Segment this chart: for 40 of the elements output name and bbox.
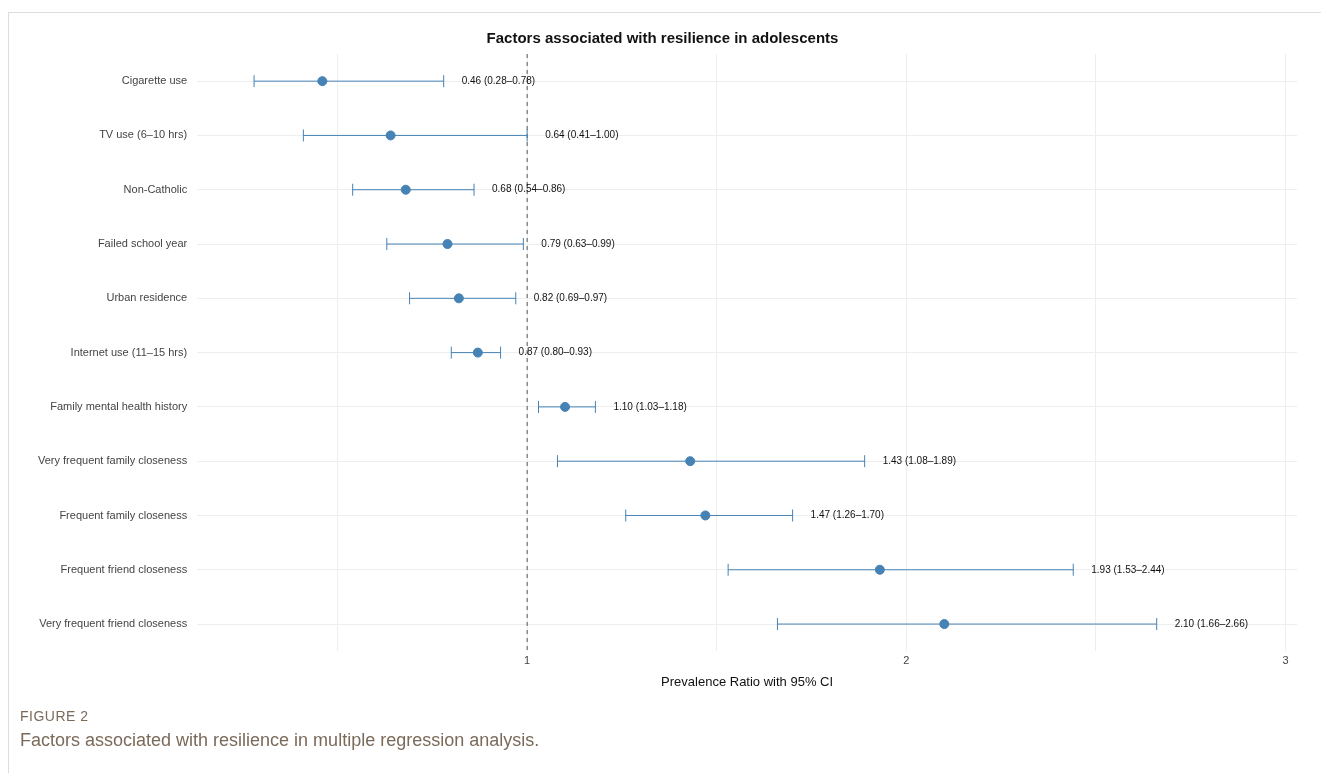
y-tick-label: Non-Catholic [123,182,188,195]
point [400,184,411,195]
y-tick-label: Failed school year [97,237,188,250]
caption: FIGURE 2 [20,708,90,724]
y-tick-label: Frequent friend closeness [60,562,188,575]
point [700,510,711,521]
annotation: 0.82 (0.69–0.97) [533,292,608,304]
y-tick-label: Very frequent friend closeness [39,617,188,630]
y-tick-label: Frequent family closeness [59,508,188,521]
y-tick-label: Urban residence [106,291,188,304]
x-tick-label: 1 [524,653,531,666]
y-tick-label: Cigarette use [121,74,188,87]
point [442,239,453,250]
text: Factors associated with resilience in multiple regression analysis. [20,730,540,751]
annotation: 0.79 (0.63–0.99) [541,237,615,249]
x-tick-label: 2 [903,653,910,666]
annotation: 1.93 (1.53–2.44) [1091,563,1165,575]
y-tick-label: Family mental health history [50,399,188,412]
annotation: 0.87 (0.80–0.93) [518,346,592,358]
point [453,293,464,304]
annotation: 0.64 (0.41–1.00) [545,129,619,141]
annotation: 1.10 (1.03–1.18) [613,400,687,412]
annotation: 0.46 (0.28–0.78) [461,74,536,86]
annotation: 1.47 (1.26–1.70) [810,509,884,521]
point [472,347,483,358]
y-tick-label: Internet use (11–15 hrs) [70,345,188,358]
chart-title: Factors associated with resilience in adolescents [486,29,839,47]
point [385,130,396,141]
annotation: 1.43 (1.08–1.89) [882,454,957,466]
annotation: 2.10 (1.66–2.66) [1174,617,1249,629]
point [560,401,571,412]
point [874,564,885,575]
point [685,456,696,467]
y-tick-label: Very frequent family closeness [37,454,188,467]
x-tick-label: 3 [1282,653,1289,666]
x-axis-title: Prevalence Ratio with 95% CI [661,673,834,689]
point [317,76,328,87]
point [939,619,950,630]
annotation: 0.68 (0.54–0.86) [492,183,566,195]
y-tick-label: TV use (6–10 hrs) [99,128,188,141]
